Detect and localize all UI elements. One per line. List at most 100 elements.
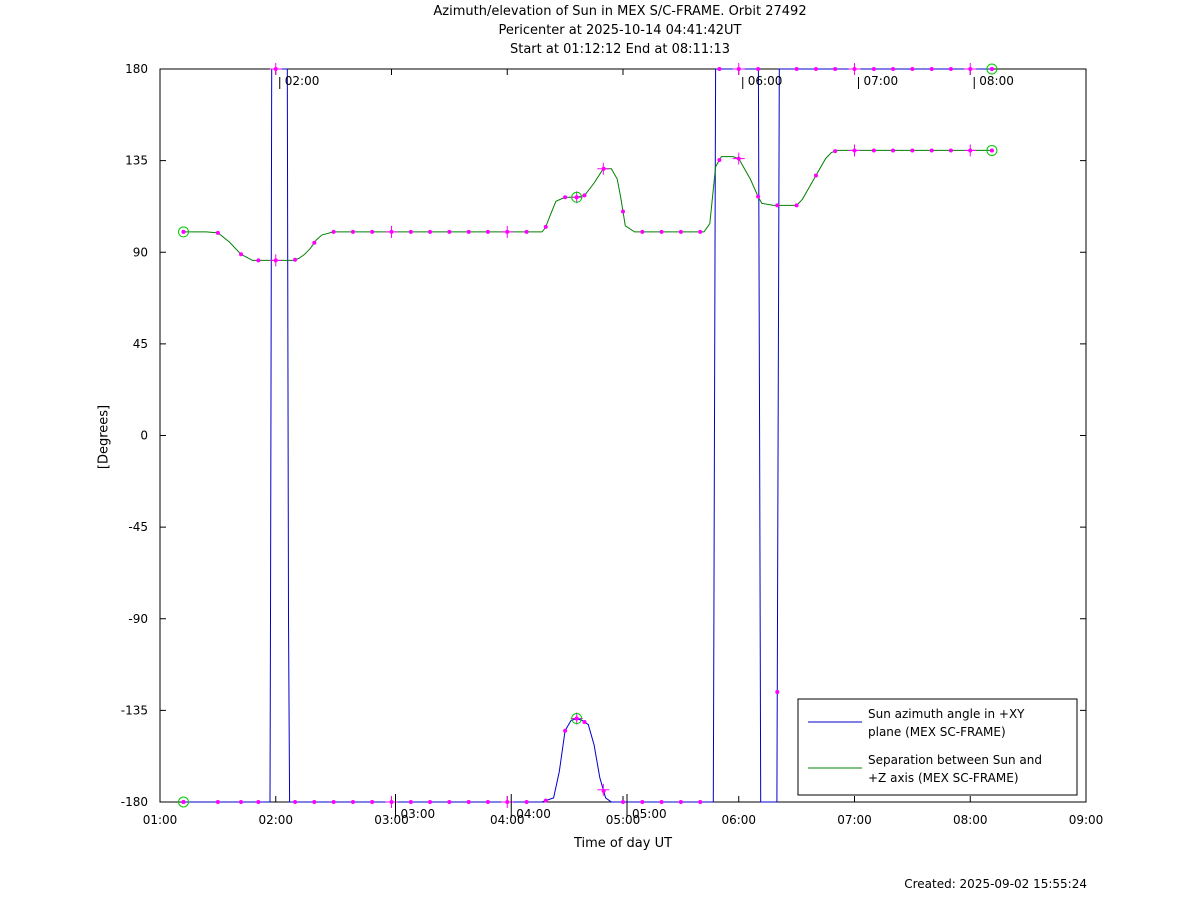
azimuth-marker [775, 690, 780, 695]
azimuth-marker [756, 67, 761, 71]
separation-marker [350, 229, 355, 234]
chart-title-line1: Azimuth/elevation of Sun in MEX S/C-FRAM… [433, 4, 807, 19]
separation-marker [582, 193, 587, 198]
azimuth-marker [640, 800, 645, 804]
y-tick-label: -90 [128, 612, 148, 626]
azimuth-marker [659, 800, 664, 804]
circle-marker [177, 796, 189, 808]
separation-marker [370, 229, 375, 234]
separation-marker [929, 148, 934, 153]
azimuth-marker [794, 67, 799, 71]
circle-marker-center [181, 229, 186, 234]
azimuth-marker [678, 800, 683, 804]
circle-marker [571, 191, 583, 203]
azimuth-marker [447, 800, 452, 804]
separation-marker [215, 230, 220, 235]
separation-marker [813, 173, 818, 178]
y-axis-label: [Degrees] [96, 404, 112, 470]
separation-marker [756, 194, 761, 199]
created-timestamp: Created: 2025-09-02 15:55:24 [904, 877, 1087, 891]
separation-marker [563, 195, 568, 200]
circle-marker-center [574, 716, 579, 721]
circle-marker [177, 226, 189, 238]
azimuth-marker [910, 67, 915, 71]
circle-marker [986, 144, 998, 156]
y-tick-label: 135 [125, 154, 148, 168]
chart-title-line3: Start at 01:12:12 End at 08:11:13 [509, 42, 731, 57]
separation-marker [794, 203, 799, 208]
legend-box [797, 698, 1078, 796]
azimuth-marker [929, 67, 934, 71]
x-tick-label: 04:00 [490, 813, 525, 827]
legend-entry-label: Sun azimuth angle in +XY [868, 707, 1025, 721]
hour-mark-label: 02:00 [285, 74, 320, 88]
azimuth-marker [833, 67, 838, 71]
hour-mark-label: 08:00 [979, 74, 1014, 88]
azimuth-marker [215, 800, 220, 804]
hour-mark-label: 03:00 [401, 807, 436, 821]
azimuth-marker [871, 67, 876, 71]
azimuth-marker [698, 800, 703, 804]
x-tick-label: 08:00 [953, 813, 988, 827]
azimuth-marker [256, 800, 261, 804]
azimuth-marker [466, 800, 471, 804]
separation-series-line [183, 149, 992, 261]
circle-marker-center [181, 800, 186, 804]
separation-marker [910, 148, 915, 153]
azimuth-marker [948, 67, 953, 71]
azimuth-marker [370, 800, 375, 804]
azimuth-marker [428, 800, 433, 804]
azimuth-marker [563, 728, 568, 733]
x-tick-label: 03:00 [374, 813, 409, 827]
separation-marker [948, 148, 953, 153]
x-tick-label: 05:00 [606, 813, 641, 827]
legend-entry-label: +Z axis (MEX SC-FRAME) [868, 771, 1019, 785]
azimuth-marker [350, 800, 355, 804]
azimuth-marker [312, 800, 317, 804]
azimuth-marker [813, 67, 818, 71]
circle-marker-center [989, 67, 994, 71]
x-tick-label: 07:00 [837, 813, 872, 827]
separation-marker [408, 229, 413, 234]
legend-entry-label: plane (MEX SC-FRAME) [868, 725, 1006, 739]
circle-marker-center [574, 195, 579, 200]
plot-frame [159, 68, 1087, 803]
azimuth-series-line [183, 68, 992, 803]
azimuth-marker [239, 800, 244, 804]
separation-marker [621, 209, 625, 214]
y-tick-label: -135 [121, 703, 148, 717]
circle-marker [986, 63, 998, 75]
x-axis-label: Time of day UT [573, 836, 673, 851]
hour-mark-label: 06:00 [748, 74, 783, 88]
x-tick-label: 01:00 [143, 813, 178, 827]
separation-marker [891, 148, 896, 153]
azimuth-marker [293, 800, 298, 804]
separation-marker [640, 229, 645, 234]
azimuth-marker [582, 719, 587, 724]
legend-entry-label: Separation between Sun and [868, 753, 1042, 767]
separation-marker [293, 257, 298, 262]
separation-marker [447, 229, 452, 234]
separation-marker [871, 148, 876, 153]
separation-marker [428, 229, 433, 234]
separation-marker [331, 229, 336, 234]
separation-marker [717, 158, 722, 163]
circle-marker [571, 713, 583, 725]
y-tick-label: 180 [125, 62, 148, 76]
azimuth-marker [717, 67, 722, 71]
circle-marker-center [989, 148, 994, 153]
hour-mark-label: 05:00 [632, 807, 667, 821]
azimuth-marker [891, 67, 896, 71]
y-tick-label: -180 [121, 795, 148, 809]
separation-marker [312, 240, 317, 245]
azimuth-marker [543, 798, 548, 803]
separation-marker [239, 252, 244, 257]
separation-marker [833, 149, 838, 154]
azimuth-marker [408, 800, 413, 804]
y-tick-label: -45 [128, 520, 148, 534]
separation-marker [466, 229, 471, 234]
x-tick-label: 06:00 [721, 813, 756, 827]
hour-mark-label: 07:00 [864, 74, 899, 88]
separation-marker [485, 229, 490, 234]
